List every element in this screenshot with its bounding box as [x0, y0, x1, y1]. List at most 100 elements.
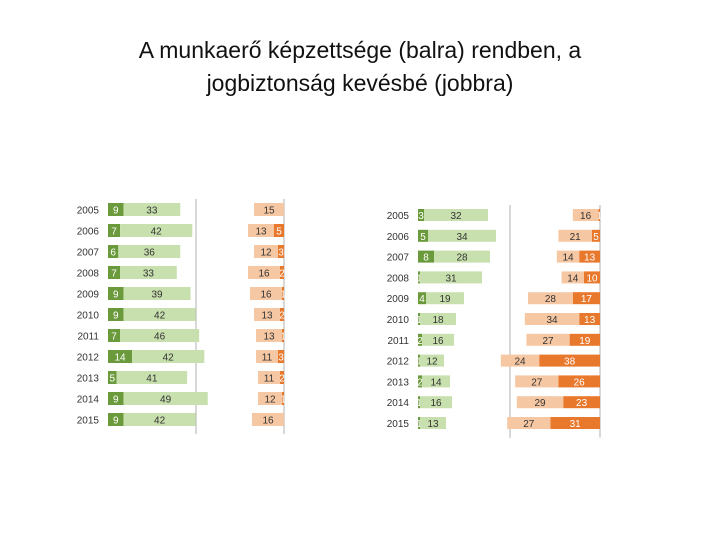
bar-value-label: 5: [276, 227, 282, 238]
bar-left-dark: [108, 266, 121, 279]
year-label: 2007: [77, 248, 100, 259]
bar-left-dark: [418, 271, 420, 284]
bar-left-light: [428, 229, 496, 242]
bar-value-label: 41: [146, 374, 158, 385]
bar-value-label: 42: [163, 353, 175, 364]
bar-value-label: 13: [584, 253, 596, 264]
bar-value-label: 7: [111, 332, 117, 343]
bar-value-label: 28: [456, 253, 468, 264]
bar-value-label: 2: [279, 374, 285, 385]
bar-left-light: [420, 271, 482, 284]
bar-value-label: 2: [279, 311, 285, 322]
bar-value-label: 2: [417, 377, 423, 388]
year-label: 2012: [77, 353, 100, 364]
bar-value-label: 42: [154, 311, 166, 322]
bar-right-light: [256, 329, 282, 342]
bar-left-dark: [108, 329, 121, 342]
bar-left-dark: [418, 209, 424, 221]
bar-right-light: [254, 245, 278, 258]
bar-value-label: 16: [430, 398, 442, 409]
bar-right-light: [526, 333, 570, 346]
bar-value-label: 14: [114, 353, 126, 364]
bar-value-label: 12: [264, 395, 276, 406]
bar-left-light: [422, 333, 454, 346]
bar-value-label: 1: [416, 419, 422, 430]
bar-value-label: 1: [416, 273, 422, 284]
bar-right-light: [524, 313, 580, 325]
bar-right-dark: [563, 396, 600, 409]
bar-left-dark: [108, 224, 121, 237]
bar-left-dark: [418, 354, 420, 367]
year-label: 2015: [387, 419, 410, 430]
bar-left-light: [123, 308, 196, 321]
bar-right-light: [500, 354, 540, 367]
bar-right-light: [561, 271, 584, 284]
bar-left-light: [420, 417, 446, 429]
bar-left-light: [120, 266, 177, 279]
bar-left-dark: [418, 313, 420, 325]
bar-left-dark: [108, 245, 119, 258]
bar-value-label: 13: [255, 227, 267, 238]
bar-left-dark: [418, 333, 422, 346]
bar-right-light: [258, 371, 280, 384]
bar-value-label: 34: [456, 232, 468, 243]
year-label: 2013: [77, 374, 100, 385]
bar-right-light: [248, 266, 280, 279]
bar-left-dark: [418, 396, 420, 409]
bar-left-light: [424, 209, 488, 221]
bar-value-label: 7: [111, 227, 117, 238]
bar-value-label: 1: [280, 395, 286, 406]
year-label: 2011: [77, 332, 99, 343]
bar-value-label: 36: [144, 248, 156, 259]
bar-right-light: [515, 375, 559, 388]
bar-value-label: 2: [417, 336, 423, 347]
year-label: 2012: [387, 357, 410, 368]
bar-value-label: 9: [113, 416, 119, 427]
bar-left-dark: [108, 371, 117, 384]
bar-right-light: [248, 224, 274, 237]
bar-value-label: 7: [111, 269, 117, 280]
bar-right-dark: [579, 250, 600, 263]
bar-left-light: [123, 392, 208, 405]
bar-value-label: 24: [514, 357, 526, 368]
year-label: 2006: [77, 227, 100, 238]
bar-right-light: [558, 229, 592, 242]
bar-value-label: 32: [450, 211, 462, 222]
bar-value-label: 13: [584, 315, 596, 326]
bar-right-light: [258, 392, 282, 405]
bar-value-label: 5: [420, 232, 426, 243]
bar-right-dark: [572, 292, 600, 305]
bar-value-label: 33: [146, 206, 158, 217]
bar-value-label: 1: [596, 211, 602, 222]
bar-right-dark: [280, 308, 284, 321]
bar-right-light: [556, 250, 580, 263]
bar-right-light: [254, 203, 284, 216]
year-label: 2005: [77, 206, 100, 217]
bar-value-label: 5: [593, 232, 599, 243]
bar-value-label: 42: [151, 227, 163, 238]
bar-left-light: [420, 354, 444, 367]
bar-value-label: 49: [160, 395, 172, 406]
bar-left-dark: [108, 287, 124, 300]
bar-value-label: 3: [278, 353, 284, 364]
bar-value-label: 12: [260, 248, 272, 259]
year-label: 2008: [77, 269, 100, 280]
bar-value-label: 21: [570, 232, 582, 243]
bar-left-light: [426, 292, 464, 305]
bar-left-light: [123, 413, 196, 426]
year-label: 2006: [387, 232, 410, 243]
bar-right-dark: [274, 224, 284, 237]
bar-value-label: 3: [278, 248, 284, 259]
bar-left-dark: [108, 203, 124, 216]
bar-right-dark: [569, 333, 600, 346]
bar-left-dark: [418, 229, 428, 242]
bar-right-light: [516, 396, 564, 409]
year-label: 2008: [387, 273, 410, 284]
bar-right-dark: [280, 371, 284, 384]
bar-value-label: 16: [260, 290, 272, 301]
bar-value-label: 31: [570, 419, 582, 430]
bar-value-label: 11: [264, 374, 275, 385]
bar-left-light: [420, 313, 456, 325]
bar-right-dark: [282, 329, 284, 342]
